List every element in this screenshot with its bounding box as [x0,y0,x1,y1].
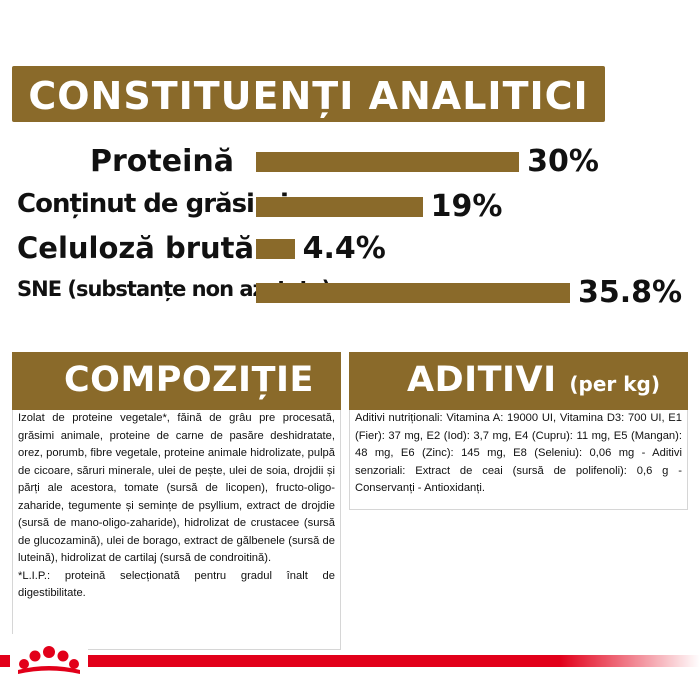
additives-header: ADITIVI (per kg) [349,352,688,410]
bar-value-label: 4.4% [302,231,386,266]
additives-title-wrap: ADITIVI (per kg) [407,360,660,400]
bar-row-fiber: Celuloză brută 4.4% [0,229,700,269]
analytic-title: CONSTITUENȚI ANALITICI [28,74,589,118]
additives-panel: Aditivi nutriționali: Vitamina A: 19000 … [349,410,688,510]
analytic-bar-chart: Proteină 30% Conținut de grăsimi 19% Cel… [0,0,700,330]
bar-value-label: 30% [527,144,599,179]
bar-label: Proteină [90,144,234,179]
additives-subtitle: (per kg) [569,372,660,396]
bar-value-label: 35.8% [577,275,683,310]
bar-row-nfe: SNE (substanțe non azotate) 35.8% [0,273,700,313]
brand-red-line-fade [560,655,700,667]
bar-mark [256,283,570,303]
bar-value-label: 19% [430,189,503,224]
composition-title: COMPOZIȚIE [64,360,314,400]
composition-footnote: *L.I.P.: proteină selecționată pentru gr… [18,569,335,600]
bar-label: Celuloză brută [17,231,255,265]
composition-header: COMPOZIȚIE [12,352,341,410]
additives-text: Aditivi nutriționali: Vitamina A: 19000 … [355,412,682,494]
additives-title: ADITIVI [407,360,557,400]
analytic-header: CONSTITUENȚI ANALITICI [12,66,605,122]
bar-mark [256,152,520,172]
bar-label: Conținut de grăsimi [17,189,289,219]
composition-panel: Izolat de proteine vegetale*, făină de g… [12,410,341,650]
bar-mark [256,239,295,259]
brand-red-line [0,655,700,667]
royal-canin-crown-icon [10,634,88,678]
bar-row-protein: Proteină 30% [0,142,700,182]
composition-text: Izolat de proteine vegetale*, făină de g… [18,412,335,564]
bar-mark [256,197,423,217]
bar-row-fat: Conținut de grăsimi 19% [0,187,700,227]
